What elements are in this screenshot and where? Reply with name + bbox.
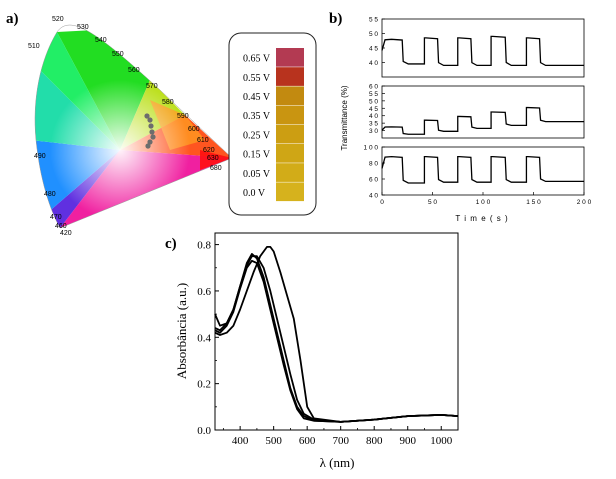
cie-wavelength-label: 600 <box>188 126 200 133</box>
voltage-swatch-panel: 0.65 V 0.55 V 0.45 V 0.35 V 0.25 V 0.15 V 0.05… <box>228 32 317 216</box>
cie-wavelength-label: 610 <box>197 137 209 144</box>
voltage-label: 0.05 V <box>243 169 271 180</box>
cie-trajectory-point <box>149 129 155 135</box>
voltage-label: 0.15 V <box>243 150 271 161</box>
panel-c-label: c) <box>165 236 177 252</box>
transmittance-ylabel: Transmittance (%) <box>340 85 349 150</box>
cie-wavelength-label: 510 <box>28 43 40 50</box>
voltage-label: 0.55 V <box>243 73 271 84</box>
cie-wavelength-label: 630 <box>207 155 219 162</box>
cie-wavelength-label: 590 <box>177 113 189 120</box>
absorbance-xtick-label: 700 <box>332 435 349 447</box>
cie-wavelength-label: 680 <box>210 165 222 172</box>
cie-wavelength-label: 480 <box>44 191 56 198</box>
absorbance-xtick-label: 1000 <box>430 435 453 447</box>
transmittance-ytick-label: 4 0 <box>369 60 378 67</box>
absorbance-ytick-label: 0.2 <box>197 379 211 391</box>
cie-wavelength-label: 470 <box>50 214 62 221</box>
cie-wavelength-label: 560 <box>128 67 140 74</box>
transmittance-ytick-label: 6 0 <box>369 84 378 91</box>
absorbance-xtick-label: 600 <box>299 435 316 447</box>
transmittance-xtick-label: 1 0 0 <box>476 199 491 206</box>
cie-trajectory-point <box>147 139 153 145</box>
transmittance-ytick-label: 5 5 <box>369 91 378 98</box>
voltage-label: 0.45 V <box>243 92 271 103</box>
absorbance-xtick-label: 800 <box>366 435 383 447</box>
voltage-label: 0.65 V <box>243 54 271 65</box>
voltage-label: 0.35 V <box>243 111 271 122</box>
transmittance-ytick-label: 5 0 <box>369 98 378 105</box>
cie-wavelength-label: 460 <box>55 223 67 230</box>
absorbance-series-line <box>214 246 459 423</box>
cie-trajectory-point <box>144 113 150 119</box>
voltage-label: 0.0 V <box>243 188 266 199</box>
transmittance-xtick-label: 0 <box>380 199 384 206</box>
voltage-swatch <box>276 124 304 144</box>
transmittance-ytick-label: 5 0 <box>369 31 378 38</box>
cie-diagram: 5205305405505605705805906006106206306805… <box>28 16 233 237</box>
cie-wavelength-label: 570 <box>146 83 158 90</box>
voltage-swatch <box>276 86 304 106</box>
cie-trajectory-point <box>150 134 156 140</box>
transmittance-xtick-label: 5 0 <box>428 199 437 206</box>
voltage-swatch <box>276 48 304 67</box>
absorbance-ytick-label: 0.4 <box>197 332 211 344</box>
cie-trajectory-point <box>145 143 151 149</box>
voltage-swatch <box>276 144 304 163</box>
absorbance-xlabel: λ (nm) <box>320 455 355 470</box>
transmittance-ytick-label: 5 5 <box>369 17 378 24</box>
transmittance-ytick-label: 8 0 <box>369 161 378 168</box>
absorbance-series-line <box>214 255 459 423</box>
cie-wavelength-label: 520 <box>52 16 64 23</box>
transmittance-series-line <box>381 155 584 184</box>
transmittance-subplot-frame <box>381 18 585 78</box>
transmittance-ytick-label: 4 0 <box>369 193 378 200</box>
transmittance-subplot-frame <box>381 85 585 139</box>
absorbance-ytick-label: 0.6 <box>197 286 211 298</box>
cie-wavelength-label: 530 <box>77 24 89 31</box>
absorbance-xtick-label: 400 <box>232 435 249 447</box>
voltage-swatch <box>276 163 304 182</box>
transmittance-ytick-label: 6 0 <box>369 177 378 184</box>
absorbance-xtick-label: 500 <box>265 435 282 447</box>
panel-b-label: b) <box>329 11 342 27</box>
transmittance-ytick-label: 1 0 0 <box>364 145 379 152</box>
cie-wavelength-label: 420 <box>60 230 72 237</box>
absorbance-ytick-label: 0.8 <box>197 240 211 252</box>
transmittance-ytick-label: 3 5 <box>369 121 378 128</box>
voltage-swatch <box>276 105 304 125</box>
panel-a-label: a) <box>6 11 19 27</box>
transmittance-ytick-label: 4 5 <box>369 46 378 53</box>
transmittance-xlabel: T i m e ( s ) <box>455 214 508 223</box>
cie-wavelength-label: 620 <box>203 147 215 154</box>
transmittance-subplot-frame <box>381 146 585 196</box>
voltage-label: 0.25 V <box>243 130 271 141</box>
absorbance-ytick-label: 0.0 <box>197 425 211 437</box>
voltage-swatch <box>276 67 304 86</box>
cie-trajectory-point <box>147 117 153 123</box>
transmittance-ytick-label: 3 0 <box>369 128 378 135</box>
transmittance-series-line <box>381 35 584 67</box>
cie-trajectory-point <box>148 123 154 129</box>
transmittance-ytick-label: 4 5 <box>369 106 378 113</box>
absorbance-chart: 400 500 600 700 800 900 1000 0.0 0.2 0.4 0.6 0.8 λ … <box>174 232 459 470</box>
voltage-swatch <box>276 182 304 202</box>
cie-wavelength-label: 580 <box>162 99 174 106</box>
transmittance-chart: 4 04 55 05 53 03 54 04 55 05 56 04 06 08… <box>340 17 592 224</box>
cie-wavelength-label: 550 <box>112 51 124 58</box>
absorbance-ylabel: Absorbância (a.u.) <box>174 283 189 379</box>
transmittance-xtick-label: 2 0 0 <box>577 199 592 206</box>
transmittance-xtick-label: 1 5 0 <box>526 199 541 206</box>
cie-wavelength-label: 490 <box>34 153 46 160</box>
transmittance-ytick-label: 4 0 <box>369 113 378 120</box>
absorbance-xtick-label: 900 <box>399 435 416 447</box>
transmittance-series-line <box>381 106 584 135</box>
cie-wavelength-label: 540 <box>95 37 107 44</box>
absorbance-series-line <box>214 259 459 423</box>
